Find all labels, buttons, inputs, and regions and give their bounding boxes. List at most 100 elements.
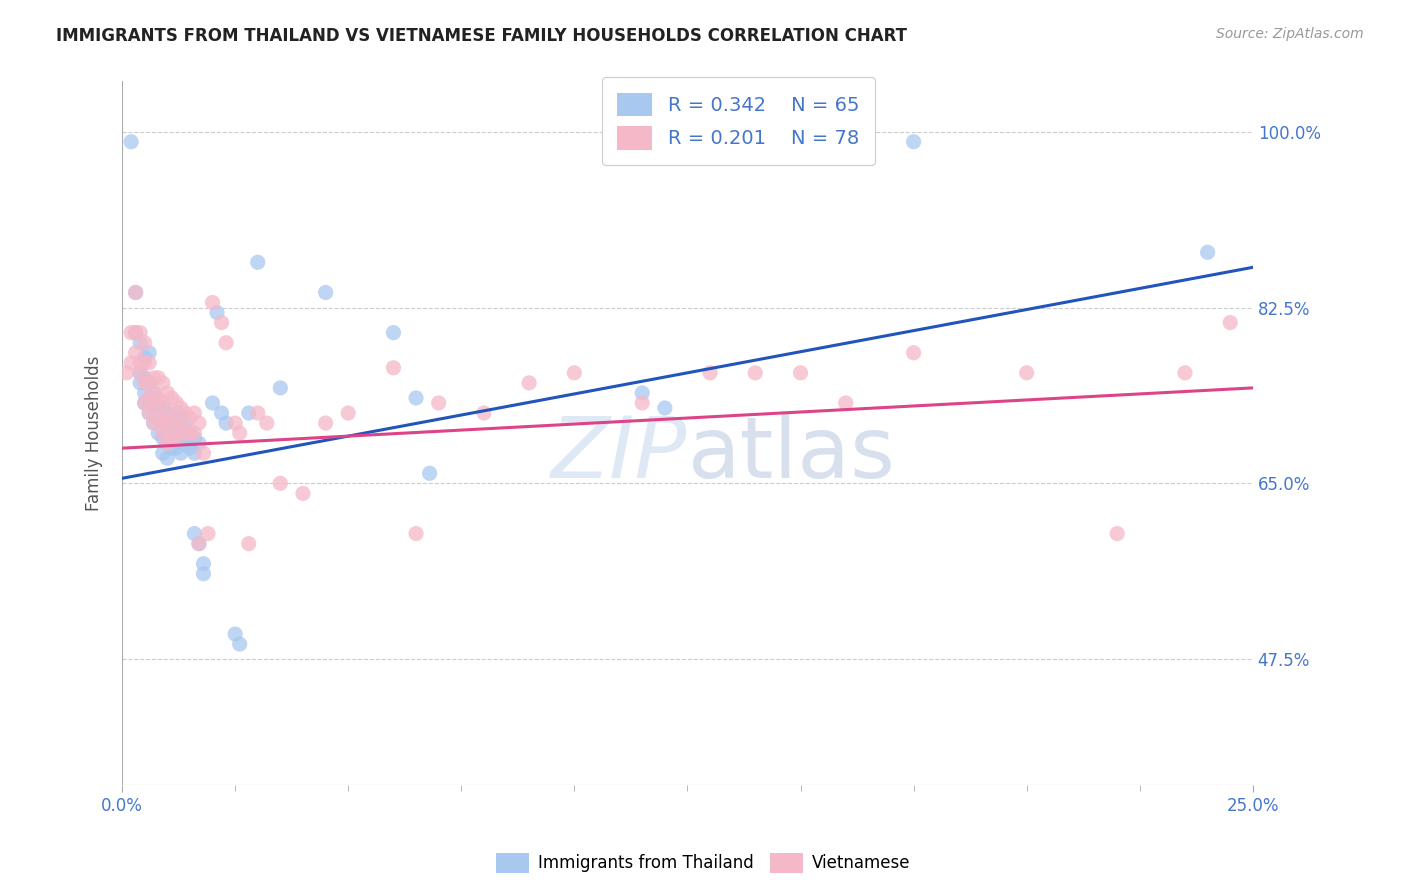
Point <box>148 396 170 410</box>
Point <box>142 416 165 430</box>
Point <box>134 371 156 385</box>
Point <box>256 416 278 430</box>
Point <box>170 401 193 415</box>
Point <box>142 401 165 415</box>
Point <box>156 421 179 435</box>
Point <box>152 401 174 415</box>
Point <box>205 305 228 319</box>
Point <box>124 326 146 340</box>
Point <box>124 285 146 300</box>
Point <box>170 411 193 425</box>
Point <box>238 536 260 550</box>
Point <box>156 406 179 420</box>
Point <box>134 385 156 400</box>
Point <box>160 426 183 441</box>
Point <box>152 431 174 445</box>
Point <box>269 476 291 491</box>
Point <box>142 385 165 400</box>
Point <box>201 396 224 410</box>
Point <box>152 426 174 441</box>
Point <box>315 416 337 430</box>
Point <box>156 436 179 450</box>
Point <box>134 396 156 410</box>
Point <box>156 421 179 435</box>
Point <box>156 451 179 466</box>
Point <box>165 431 187 445</box>
Point <box>228 426 250 441</box>
Point <box>148 426 170 441</box>
Point <box>142 401 165 415</box>
Point <box>1219 316 1241 330</box>
Point <box>405 526 427 541</box>
Point <box>291 486 314 500</box>
Point <box>337 406 360 420</box>
Point <box>165 396 187 410</box>
Text: IMMIGRANTS FROM THAILAND VS VIETNAMESE FAMILY HOUSEHOLDS CORRELATION CHART: IMMIGRANTS FROM THAILAND VS VIETNAMESE F… <box>56 27 907 45</box>
Point <box>631 396 654 410</box>
Point <box>170 446 193 460</box>
Point <box>211 316 233 330</box>
Point <box>193 566 215 581</box>
Text: atlas: atlas <box>688 413 896 496</box>
Point <box>129 376 152 390</box>
Point <box>744 366 766 380</box>
Point <box>170 421 193 435</box>
Point <box>148 371 170 385</box>
Text: ZIP: ZIP <box>551 413 688 496</box>
Point <box>1015 366 1038 380</box>
Point <box>148 411 170 425</box>
Point <box>183 426 205 441</box>
Point <box>197 526 219 541</box>
Point <box>187 536 209 550</box>
Point <box>120 326 142 340</box>
Point <box>789 366 811 380</box>
Point <box>903 135 925 149</box>
Point <box>215 335 238 350</box>
Point <box>124 285 146 300</box>
Point <box>179 411 201 425</box>
Point <box>631 385 654 400</box>
Point <box>142 416 165 430</box>
Point <box>156 385 179 400</box>
Point <box>699 366 721 380</box>
Point <box>152 376 174 390</box>
Point <box>187 536 209 550</box>
Point <box>160 411 183 425</box>
Point <box>138 376 160 390</box>
Point <box>193 557 215 571</box>
Point <box>156 436 179 450</box>
Point <box>187 436 209 450</box>
Point <box>427 396 450 410</box>
Point <box>134 351 156 365</box>
Point <box>183 406 205 420</box>
Y-axis label: Family Households: Family Households <box>86 355 103 511</box>
Point <box>238 406 260 420</box>
Point <box>382 326 405 340</box>
Point <box>138 391 160 405</box>
Point <box>174 406 197 420</box>
Point <box>142 371 165 385</box>
Point <box>472 406 495 420</box>
Point <box>152 416 174 430</box>
Point <box>165 421 187 435</box>
Point <box>124 345 146 359</box>
Point <box>170 431 193 445</box>
Point <box>215 416 238 430</box>
Point <box>138 356 160 370</box>
Point <box>152 396 174 410</box>
Point <box>148 391 170 405</box>
Point <box>224 627 246 641</box>
Point <box>160 441 183 455</box>
Point <box>1197 245 1219 260</box>
Point <box>211 406 233 420</box>
Point <box>134 376 156 390</box>
Point <box>174 436 197 450</box>
Point <box>1174 366 1197 380</box>
Point <box>134 335 156 350</box>
Point <box>129 366 152 380</box>
Point <box>142 385 165 400</box>
Point <box>1107 526 1129 541</box>
Point <box>193 446 215 460</box>
Point <box>138 345 160 359</box>
Point <box>129 356 152 370</box>
